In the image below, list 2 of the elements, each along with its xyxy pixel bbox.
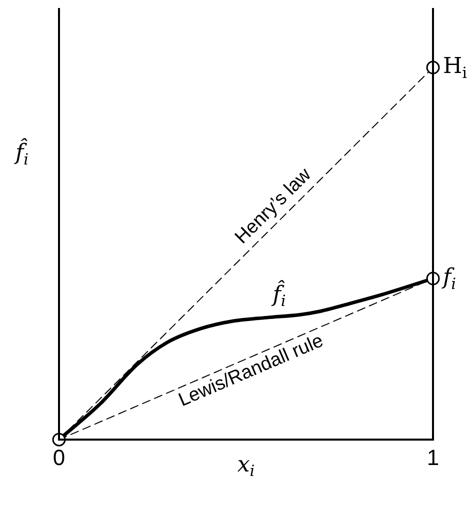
x-tick-label: 1 xyxy=(426,444,440,470)
x-tick-label: 0 xyxy=(52,444,66,470)
